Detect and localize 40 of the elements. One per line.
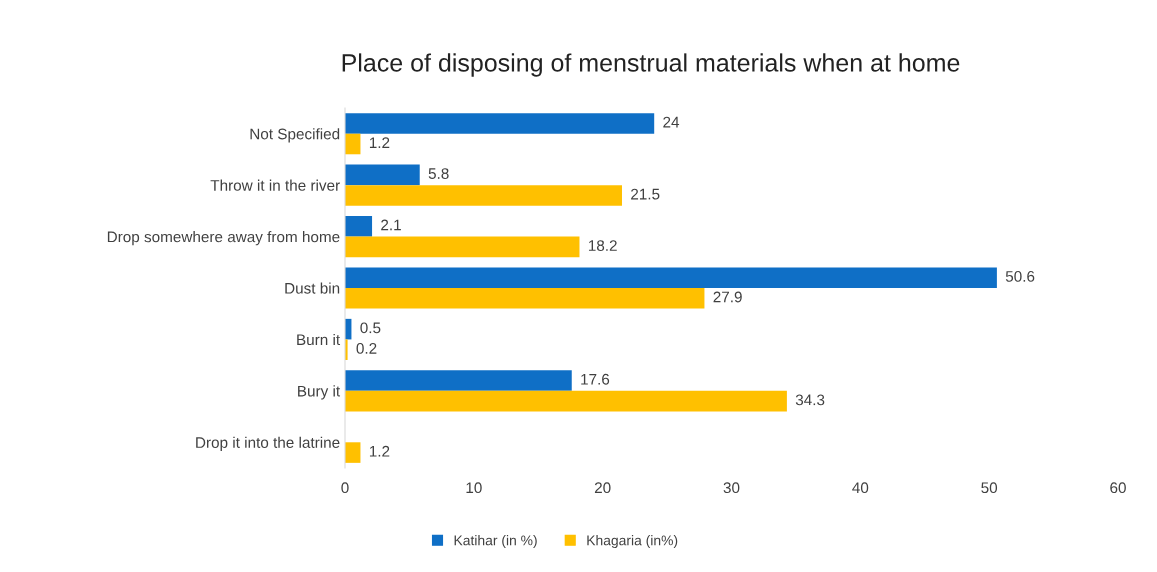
bar	[345, 164, 420, 186]
data-label: 18.2	[588, 240, 617, 251]
x-tick-label: 40	[852, 482, 869, 494]
bar	[345, 185, 622, 206]
x-tick-label: 10	[466, 482, 482, 494]
y-tick-label: Dust bin	[285, 282, 340, 294]
x-tick-label: 0	[341, 482, 349, 494]
data-label: 27.9	[713, 291, 742, 303]
bar	[345, 267, 997, 288]
data-label: 5.8	[428, 168, 449, 179]
data-label: 2.1	[381, 219, 401, 231]
bar	[345, 216, 373, 237]
x-tick-label: 50	[981, 482, 998, 494]
data-label: 0.5	[360, 322, 381, 334]
data-label: 1.2	[369, 137, 390, 148]
bar	[345, 113, 655, 134]
chart-title: Place of disposing of menstrual materials when at home	[342, 53, 960, 77]
bar	[345, 390, 787, 412]
data-label: 0.2	[356, 343, 377, 354]
y-tick-label: Drop somewhere away from home	[107, 231, 340, 246]
data-label: 21.5	[631, 188, 660, 200]
x-tick-label: 30	[723, 482, 740, 494]
y-tick-label: Throw it in the river	[210, 179, 340, 191]
y-tick-label: Bury it	[298, 385, 341, 400]
x-tick-label: 20	[594, 482, 611, 494]
bar	[345, 442, 361, 463]
data-label: 34.3	[795, 394, 825, 406]
bar	[345, 370, 572, 391]
data-label: 50.6	[1005, 271, 1035, 282]
data-label: 1.2	[369, 445, 390, 457]
data-label: 24	[663, 116, 680, 128]
legend-label: Khagaria (in%)	[587, 535, 678, 549]
legend-label: Katihar (in %)	[454, 535, 537, 549]
y-tick-label: Burn it	[297, 333, 341, 346]
bar	[345, 288, 705, 309]
x-tick-label: 60	[1110, 482, 1126, 494]
data-label: 17.6	[581, 373, 610, 385]
y-tick-label: Drop it into the latrine	[196, 436, 340, 451]
bar	[345, 236, 580, 258]
y-tick-label: Not Specified	[250, 128, 340, 143]
